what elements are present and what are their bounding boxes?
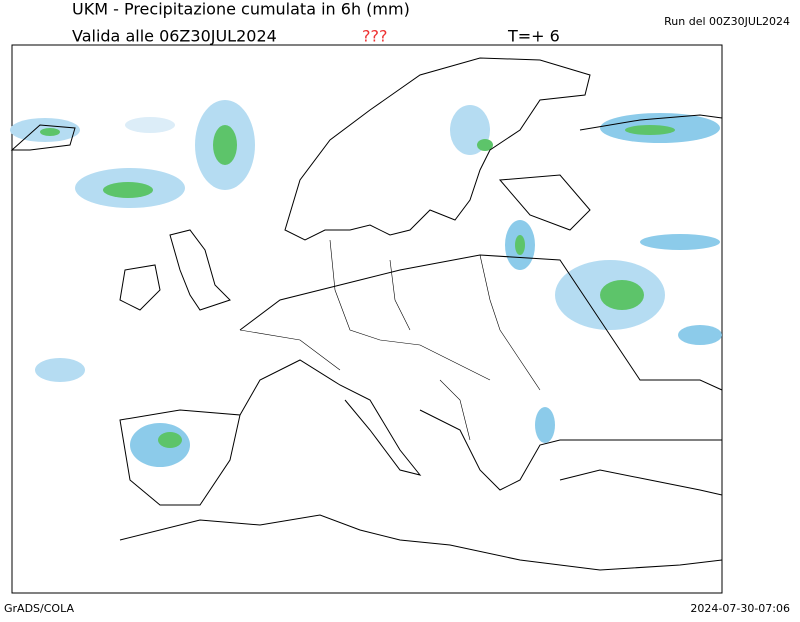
footer-right: 2024-07-30-07:06 (690, 602, 790, 615)
step: T=+ 6 (507, 27, 560, 46)
title: UKM - Precipitazione cumulata in 6h (mm) (72, 0, 410, 19)
precipitation (10, 100, 722, 467)
map (10, 44, 723, 594)
valid-time: Valida alle 06Z30JUL2024 (72, 27, 277, 46)
borders (239, 239, 541, 441)
footer-left: GrADS/COLA (4, 602, 74, 615)
run: Run del 00Z30JUL2024 (664, 15, 790, 28)
flag: ??? (362, 27, 387, 46)
